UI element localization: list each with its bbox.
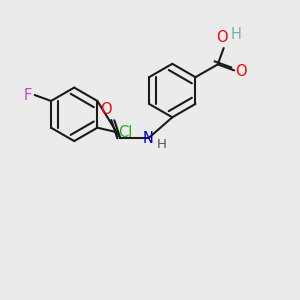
Text: Cl: Cl	[118, 125, 133, 140]
Text: O: O	[236, 64, 247, 79]
Text: O: O	[216, 30, 228, 45]
Text: N: N	[143, 130, 154, 146]
Text: H: H	[231, 26, 242, 41]
Text: H: H	[157, 138, 167, 151]
Text: F: F	[23, 88, 32, 103]
Text: O: O	[100, 102, 112, 117]
